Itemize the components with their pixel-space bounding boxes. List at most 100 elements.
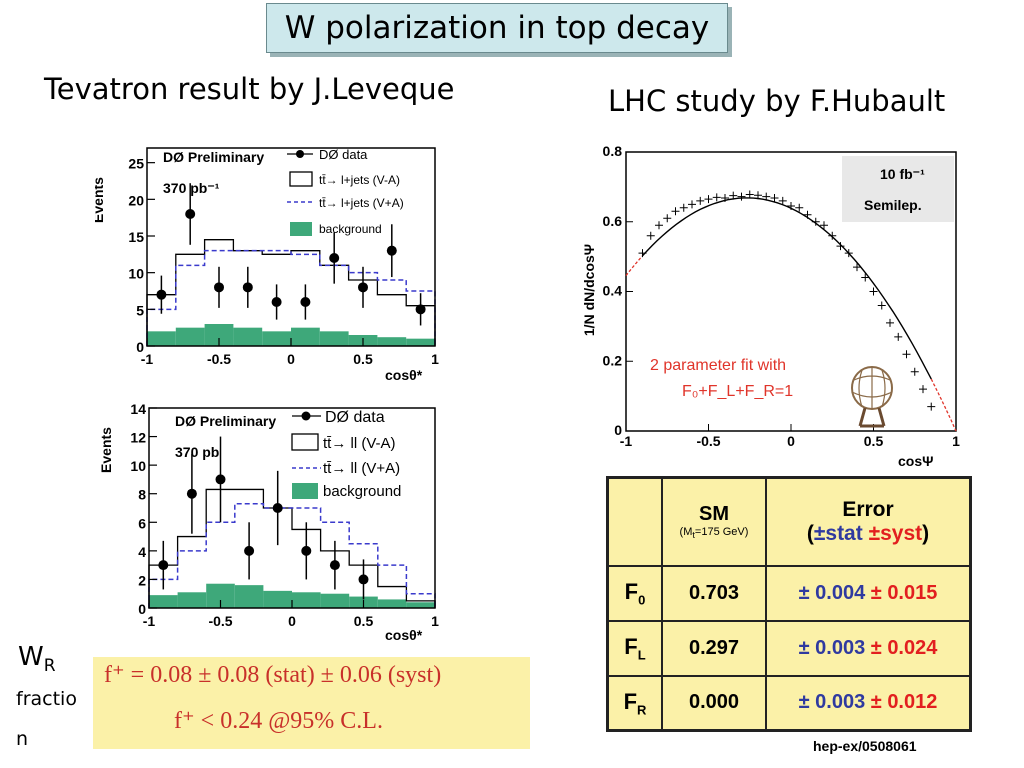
- cross-point: [844, 249, 853, 258]
- x-tick-label: -1: [620, 433, 633, 449]
- cross-point: [919, 385, 927, 394]
- lumi-label: 10 fb⁻¹: [880, 166, 925, 182]
- y-tick-label: 2: [138, 572, 146, 588]
- cross-point: [778, 196, 787, 205]
- cross-point: [836, 242, 845, 251]
- data-point: [415, 304, 426, 315]
- simulated-points: [638, 190, 936, 411]
- data-point: [301, 545, 312, 556]
- x-tick-label: -0.5: [208, 613, 232, 629]
- fit-extrapolation-right: [930, 378, 957, 432]
- fit-note-line2: F₀+F_L+F_R=1: [682, 383, 793, 400]
- cross-point: [671, 207, 680, 216]
- data-point: [329, 560, 340, 571]
- data-point: [271, 297, 282, 307]
- result-box: [93, 657, 530, 749]
- cross-point: [704, 195, 713, 204]
- cross-point: [869, 287, 878, 296]
- fit-curve: [625, 197, 957, 432]
- legend-background: background: [319, 222, 382, 236]
- sm-header: SM (Mt=175 GeV): [661, 476, 767, 567]
- cross-point: [894, 332, 903, 341]
- fit-curve-line: [641, 197, 932, 380]
- background-bar: [320, 593, 350, 608]
- x-tick-label: 0: [287, 351, 295, 367]
- legend-data: DØ data: [319, 147, 368, 162]
- y-tick-label: 10: [128, 266, 144, 282]
- background-bar: [149, 595, 178, 608]
- y-tick-label: 5: [136, 302, 144, 318]
- cross-point: [828, 231, 837, 240]
- preliminary-label: DØ Preliminary: [163, 149, 264, 165]
- y-tick-label: 14: [130, 401, 146, 417]
- data-point: [244, 545, 255, 556]
- cross-point: [729, 191, 738, 200]
- cross-point: [877, 301, 886, 310]
- cross-point: [737, 192, 746, 201]
- cross-point: [712, 193, 721, 202]
- legend: DØ data tt̄→ ll (V-A) tt̄→ ll (V+A) back…: [291, 409, 401, 500]
- data-point: [156, 289, 167, 300]
- data-point: [215, 474, 226, 485]
- data-point: [214, 282, 224, 293]
- cross-point: [679, 203, 688, 212]
- background-bar: [177, 592, 207, 608]
- x-tick-label: -0.5: [207, 351, 231, 367]
- legend-vpa: tt̄→ ll (V+A): [323, 460, 400, 477]
- semilep-label: Semilep.: [864, 197, 922, 213]
- tevatron-caption: Tevatron result by J.Leveque: [44, 72, 455, 106]
- background-bar: [377, 337, 407, 346]
- y-axis-label: Events: [98, 427, 114, 473]
- y-tick-label: 6: [138, 515, 146, 531]
- y-tick-label: 10: [130, 458, 146, 474]
- info-box: [842, 156, 954, 222]
- cross-point: [853, 263, 861, 272]
- wr-subscript: R: [43, 656, 56, 677]
- va-histogram: [148, 488, 436, 608]
- wr-label: WR: [18, 642, 56, 676]
- luminosity-label: 370 pb: [175, 444, 219, 460]
- data-point: [386, 245, 397, 256]
- x-tick-label: 0.5: [354, 613, 374, 629]
- background-bar: [406, 602, 435, 608]
- formula-line1: f⁺ = 0.08 ± 0.08 (stat) ± 0.06 (syst): [104, 662, 442, 688]
- vpa-histogram: [146, 249, 436, 346]
- cross-point: [927, 402, 936, 411]
- cross-point: [795, 203, 804, 212]
- wr-fraction-line2: n: [16, 728, 29, 750]
- background-bar: [204, 324, 234, 346]
- cross-point: [754, 191, 762, 200]
- legend: DØ data tt̄→ l+jets (V-A) tt̄→ l+jets (V…: [287, 147, 404, 236]
- y-tick-label: 0.4: [603, 283, 623, 299]
- background-bar: [291, 327, 320, 346]
- cross-point: [886, 318, 894, 327]
- y-axis-label: Events: [95, 177, 106, 223]
- data-point: [358, 574, 369, 585]
- x-tick-label: 1: [431, 613, 439, 629]
- cross-point: [745, 190, 754, 199]
- cross-point: [820, 221, 828, 230]
- data-point: [272, 503, 283, 513]
- vpa-step-line: [148, 502, 436, 608]
- y-tick-label: 0.6: [603, 213, 623, 229]
- y-tick-label: 12: [130, 430, 146, 446]
- data-point: [185, 209, 196, 219]
- x-axis-label: cosΨ: [898, 453, 933, 469]
- x-tick-label: 0.5: [864, 433, 884, 449]
- background-bar: [263, 590, 292, 608]
- background-bar: [234, 585, 264, 608]
- corner-cell: [606, 476, 663, 567]
- cross-point: [787, 202, 795, 211]
- background-bar: [233, 327, 263, 346]
- cross-point: [902, 350, 911, 359]
- background-bar: [147, 331, 176, 346]
- legend-data: DØ data: [325, 409, 385, 426]
- legend-vpa: tt̄→ l+jets (V+A): [319, 196, 404, 210]
- luminosity-label: 370 pb⁻¹: [163, 180, 220, 196]
- preliminary-label: DØ Preliminary: [175, 413, 276, 429]
- formula-line2: f⁺ < 0.24 @95% C.L.: [174, 708, 383, 734]
- cross-point: [646, 231, 655, 240]
- cross-point: [655, 221, 663, 230]
- data-point: [358, 282, 368, 293]
